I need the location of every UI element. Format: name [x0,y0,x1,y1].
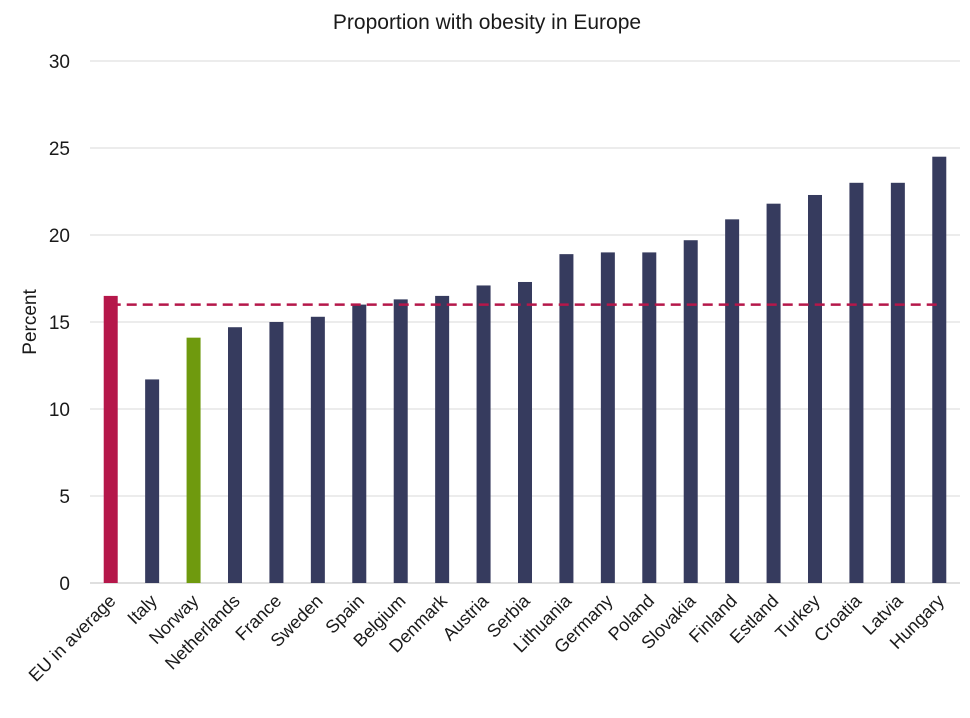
bar-spain [352,304,367,583]
x-axis-ticks: EU in average ItalyNorwayNetherlandsFranc… [25,590,948,686]
bar-netherlands [228,327,242,583]
bar-lithuania [559,254,574,583]
bar-france [269,322,284,583]
y-axis-ticks: 0 5 10 15 20 25 30 [49,52,70,595]
bar-eu-in-average [103,295,118,583]
bar-italy [145,379,160,583]
x-tick-label: EU in average [25,591,120,686]
x-tick-label: Croatia [810,590,866,646]
bar-poland [642,252,657,583]
y-tick-label: 10 [49,400,70,421]
y-tick-label: 15 [49,313,70,334]
bar-croatia [849,182,864,584]
bar-sweden [310,316,325,583]
bars [103,156,947,584]
chart-title: Proportion with obesity in Europe [333,11,641,34]
y-tick-label: 25 [49,139,70,160]
bar-norway [186,337,201,583]
bar-slovakia [683,240,698,583]
y-tick-label: 30 [49,52,70,73]
bar-hungary [932,156,947,583]
x-tick-label: Austria [439,590,493,644]
y-tick-label: 0 [59,574,70,595]
bar-turkey [808,194,822,584]
bar-denmark [435,295,450,583]
bar-germany [600,252,615,583]
bar-austria [476,285,491,583]
bar-finland [725,219,740,583]
bar-serbia [518,281,532,583]
y-axis-label: Percent [20,289,41,355]
bar-estland [766,203,781,583]
y-tick-label: 20 [49,226,70,247]
bar-latvia [890,182,905,584]
bar-belgium [393,299,408,583]
y-tick-label: 5 [59,487,70,508]
